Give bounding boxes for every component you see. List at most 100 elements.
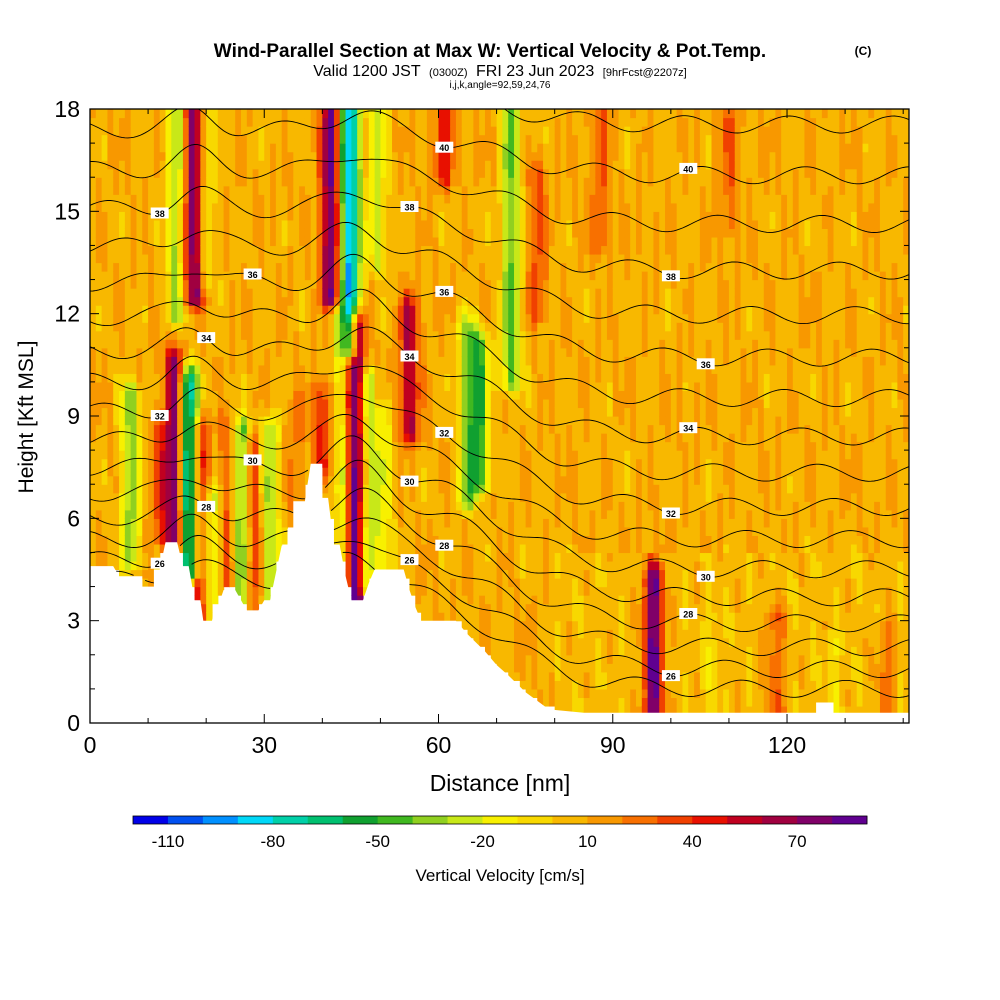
w-cell	[537, 109, 544, 119]
w-cell	[270, 339, 277, 349]
w-cell	[479, 271, 486, 281]
copyright-mark: (C)	[855, 44, 872, 58]
w-cell	[119, 356, 126, 366]
w-cell	[287, 279, 294, 289]
w-cell	[264, 501, 271, 511]
w-cell	[304, 151, 312, 161]
w-cell	[101, 364, 109, 374]
w-cell	[206, 134, 213, 144]
w-cell	[467, 347, 474, 357]
w-cell	[101, 211, 109, 221]
w-cell	[548, 279, 556, 289]
w-cell	[583, 629, 591, 639]
w-cell	[217, 253, 225, 264]
w-cell	[380, 160, 387, 170]
w-cell	[188, 543, 196, 554]
w-cell	[374, 279, 382, 289]
w-cell	[246, 177, 254, 187]
w-cell	[142, 253, 149, 264]
w-cell	[490, 168, 498, 178]
w-cell	[543, 219, 550, 229]
w-cell	[258, 288, 265, 298]
w-cell	[496, 612, 504, 622]
w-cell	[438, 586, 445, 596]
w-cell	[426, 526, 434, 536]
w-cell	[403, 211, 411, 221]
w-cell	[392, 390, 399, 400]
w-cell	[229, 279, 236, 289]
w-cell	[519, 143, 527, 153]
w-cell	[136, 117, 143, 127]
w-cell	[148, 202, 155, 212]
w-cell	[368, 185, 376, 195]
w-cell	[200, 202, 207, 212]
w-cell	[479, 509, 486, 519]
w-cell	[380, 433, 387, 443]
w-cell	[432, 168, 440, 178]
w-cell	[130, 560, 138, 571]
w-cell	[206, 569, 213, 579]
w-cell	[217, 586, 225, 596]
w-cell	[374, 109, 382, 119]
w-cell	[345, 552, 352, 562]
w-cell	[304, 450, 312, 460]
w-cell	[502, 143, 509, 153]
w-cell	[543, 390, 550, 400]
w-cell	[153, 296, 161, 306]
w-cell	[363, 390, 370, 400]
w-cell	[583, 680, 591, 690]
w-cell	[223, 236, 231, 247]
w-cell	[380, 330, 387, 340]
w-cell	[182, 262, 190, 272]
w-cell	[357, 373, 364, 383]
w-cell	[508, 654, 515, 664]
w-cell	[159, 228, 167, 238]
w-cell	[566, 177, 573, 187]
w-cell	[531, 143, 538, 153]
w-cell	[107, 552, 114, 562]
w-cell	[119, 569, 126, 579]
w-cell	[479, 347, 486, 357]
w-cell	[479, 407, 486, 417]
w-cell	[165, 160, 172, 170]
w-cell	[119, 552, 126, 562]
w-cell	[142, 228, 149, 238]
w-cell	[328, 151, 335, 161]
w-cell	[467, 109, 474, 119]
w-cell	[525, 450, 533, 460]
forecast-info: [9hrFcst@2207z]	[603, 67, 687, 79]
w-cell	[537, 390, 544, 400]
w-cell	[461, 271, 469, 281]
w-cell	[392, 543, 399, 554]
w-cell	[90, 117, 97, 127]
w-cell	[566, 219, 573, 229]
w-cell	[531, 373, 538, 383]
w-cell	[130, 202, 138, 212]
w-cell	[223, 373, 231, 383]
w-cell	[246, 595, 254, 605]
w-cell	[241, 441, 248, 451]
w-cell	[484, 492, 492, 502]
w-cell	[363, 441, 370, 451]
w-cell	[345, 347, 352, 357]
w-cell	[473, 458, 480, 468]
w-cell	[537, 322, 544, 332]
w-cell	[328, 160, 335, 170]
w-cell	[130, 262, 138, 272]
w-cell	[107, 356, 114, 366]
w-cell	[113, 185, 120, 195]
w-cell	[153, 236, 161, 247]
w-cell	[363, 569, 370, 579]
w-cell	[386, 458, 393, 468]
w-cell	[270, 364, 277, 374]
w-cell	[572, 552, 579, 562]
w-cell	[275, 535, 283, 545]
w-cell	[339, 509, 347, 519]
w-cell	[577, 143, 585, 153]
w-cell	[275, 126, 283, 136]
w-cell	[322, 253, 329, 264]
w-cell	[351, 407, 358, 417]
w-cell	[275, 185, 283, 195]
w-cell	[316, 288, 323, 298]
w-cell	[136, 492, 143, 502]
